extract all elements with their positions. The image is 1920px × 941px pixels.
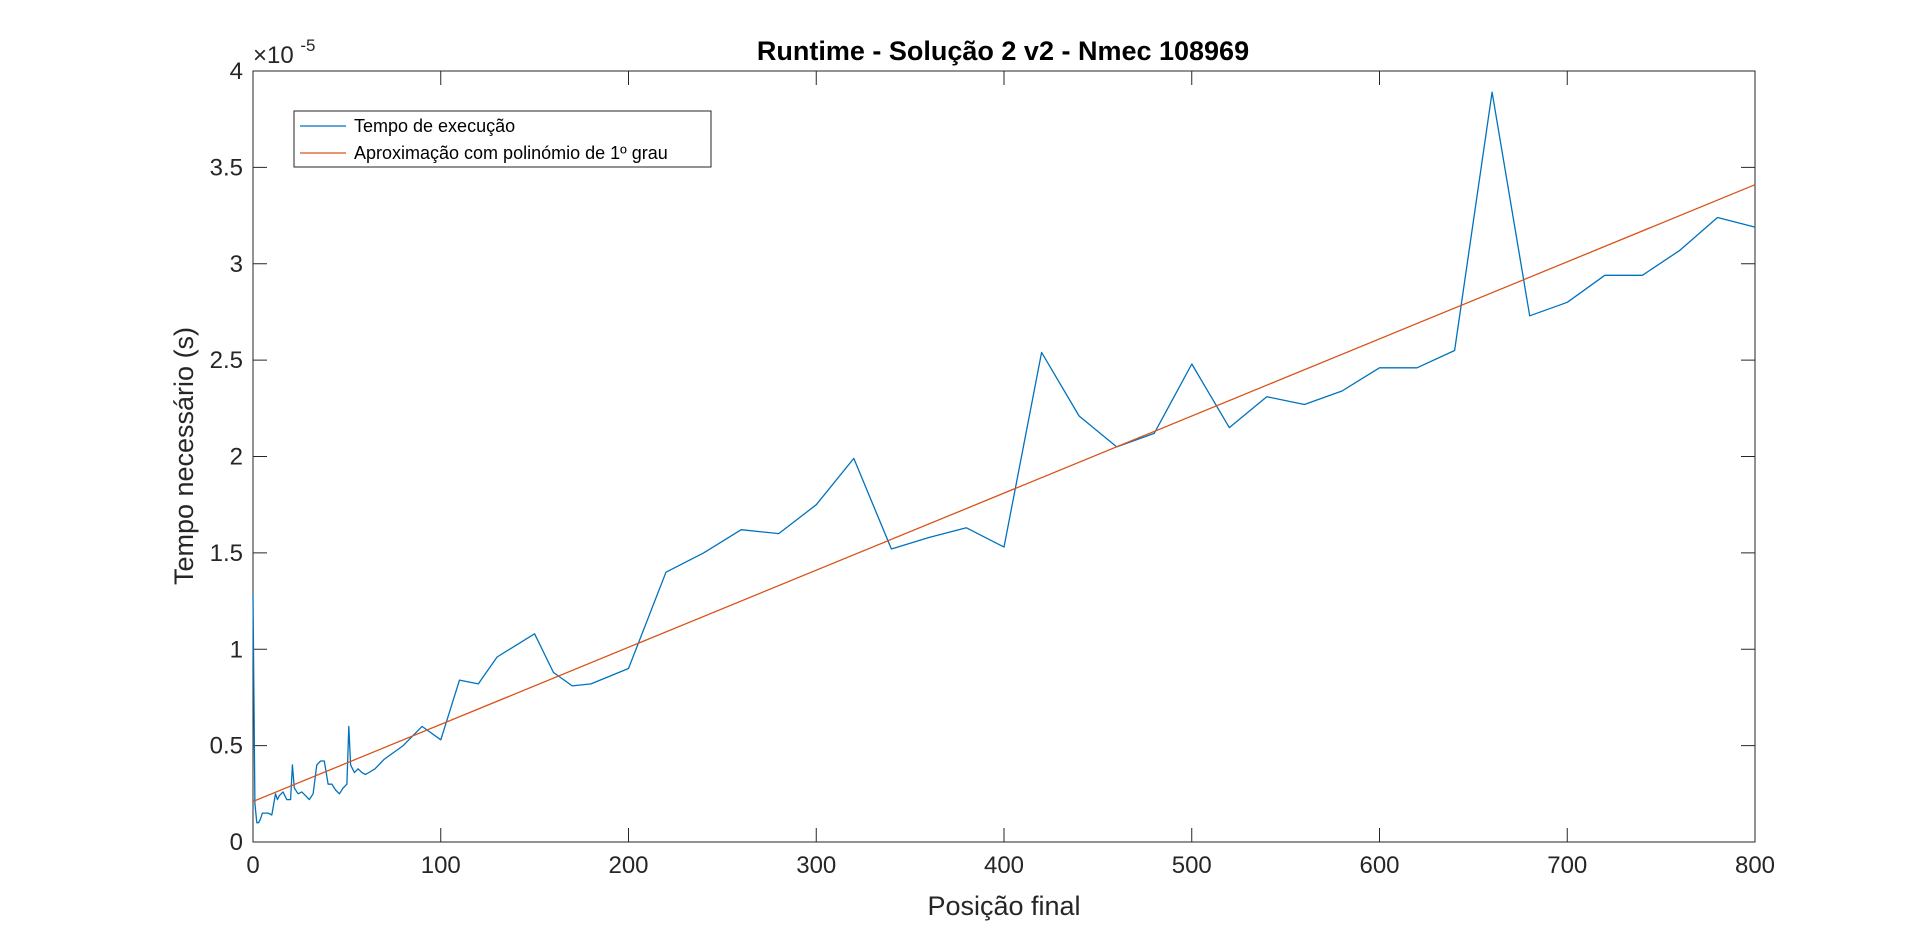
x-axis-label: Posição final	[927, 891, 1080, 921]
legend-box	[293, 110, 712, 168]
y-exponent-label: ×10 -5	[253, 36, 316, 69]
axes: 0 100 200 300 400 500 600 700 800 0 0.5 1 1.5 2 2.5 3 3…	[210, 58, 1775, 879]
chart-title: Runtime - Solução 2 v2 - Nmec 108969	[757, 36, 1249, 66]
y-ticks: 0 0.5 1 1.5 2 2.5 3 3.5 4	[210, 58, 1755, 856]
x-tick-label: 200	[608, 852, 648, 879]
x-tick-label: 300	[796, 852, 836, 879]
x-tick-label: 100	[421, 852, 461, 879]
x-ticks: 0 100 200 300 400 500 600 700 800	[246, 71, 1775, 879]
x-tick-label: 0	[246, 852, 259, 879]
y-exponent-power: -5	[300, 36, 315, 55]
legend-label-execution-time: Tempo de execução	[354, 116, 515, 136]
y-tick-label: 4	[230, 58, 243, 85]
series-line-execution-time	[252, 91, 1756, 824]
y-tick-label: 1	[230, 636, 243, 663]
legend: Tempo de execução Aproximação com polinó…	[293, 110, 712, 168]
series-line-linear-fit	[252, 184, 1756, 803]
y-tick-label: 0.5	[210, 733, 243, 760]
y-tick-label: 0	[230, 829, 243, 856]
x-tick-label: 400	[984, 852, 1024, 879]
plot-area	[252, 70, 1756, 843]
x-tick-label: 600	[1359, 852, 1399, 879]
legend-label-linear-fit: Aproximação com polinómio de 1º grau	[354, 143, 668, 163]
y-tick-label: 1.5	[210, 540, 243, 567]
x-tick-label: 700	[1547, 852, 1587, 879]
y-tick-label: 2.5	[210, 347, 243, 374]
y-tick-label: 3	[230, 251, 243, 278]
series-layer	[252, 91, 1756, 824]
x-tick-label: 500	[1172, 852, 1212, 879]
y-exponent-base: ×10	[253, 42, 294, 69]
x-tick-label: 800	[1735, 852, 1775, 879]
y-axis-label: Tempo necessário (s)	[169, 327, 199, 585]
y-tick-label: 2	[230, 444, 243, 471]
y-tick-label: 3.5	[210, 154, 243, 181]
